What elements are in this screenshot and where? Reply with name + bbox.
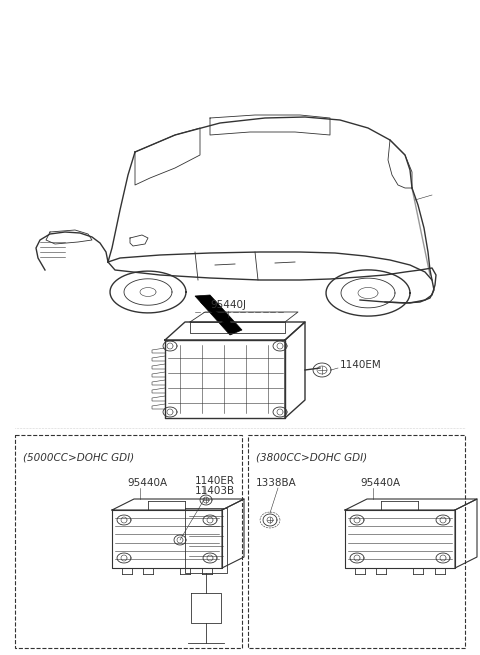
Text: 11403B: 11403B bbox=[195, 486, 235, 496]
Text: 1140ER: 1140ER bbox=[195, 476, 235, 486]
Text: 95440A: 95440A bbox=[360, 478, 400, 488]
Text: (3800CC>DOHC GDI): (3800CC>DOHC GDI) bbox=[256, 453, 367, 463]
Text: 1338BA: 1338BA bbox=[256, 478, 297, 488]
Text: 95440A: 95440A bbox=[127, 478, 167, 488]
Polygon shape bbox=[195, 295, 242, 335]
Text: 95440J: 95440J bbox=[210, 300, 246, 310]
Text: 1140EM: 1140EM bbox=[340, 360, 382, 370]
Text: (5000CC>DOHC GDI): (5000CC>DOHC GDI) bbox=[23, 453, 134, 463]
